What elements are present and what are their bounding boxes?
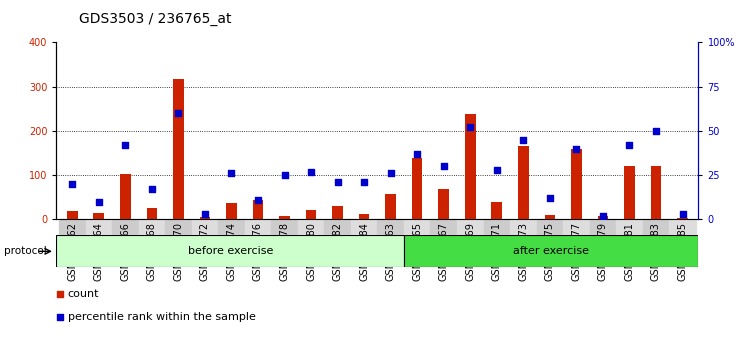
Bar	[491, 202, 502, 219]
Bar	[404, 235, 698, 267]
Bar	[465, 114, 475, 219]
Bar	[351, 219, 377, 251]
Point	[677, 211, 689, 217]
Bar	[146, 208, 157, 219]
Bar	[544, 215, 555, 219]
Text: count: count	[68, 289, 99, 298]
Bar	[571, 149, 582, 219]
Bar	[192, 219, 219, 251]
Bar	[306, 210, 316, 219]
Bar	[112, 219, 139, 251]
Point	[225, 171, 237, 176]
Bar	[279, 216, 290, 219]
Bar	[385, 194, 396, 219]
Bar	[252, 200, 264, 219]
Bar	[484, 219, 510, 251]
Bar	[624, 166, 635, 219]
Bar	[650, 166, 662, 219]
Bar	[120, 174, 131, 219]
Point	[358, 179, 370, 185]
Point	[279, 172, 291, 178]
Bar	[226, 202, 237, 219]
Point	[490, 167, 502, 173]
Bar	[510, 219, 536, 251]
Bar	[59, 219, 86, 251]
Bar	[67, 211, 77, 219]
Bar	[139, 219, 165, 251]
Bar	[324, 219, 351, 251]
Point	[544, 195, 556, 201]
Point	[93, 199, 105, 205]
Bar	[377, 219, 404, 251]
Point	[66, 181, 78, 187]
Bar	[271, 219, 298, 251]
Bar	[598, 216, 608, 219]
Point	[332, 179, 344, 185]
Text: protocol: protocol	[4, 246, 47, 256]
Bar	[677, 218, 688, 219]
Bar	[518, 147, 529, 219]
Point	[199, 211, 211, 217]
Text: after exercise: after exercise	[513, 246, 590, 256]
Bar	[173, 79, 184, 219]
Bar	[457, 219, 484, 251]
Bar	[298, 219, 324, 251]
Point	[305, 169, 317, 175]
Bar	[359, 214, 369, 219]
Point	[623, 142, 635, 148]
Point	[411, 151, 423, 157]
Bar	[93, 213, 104, 219]
Bar	[219, 219, 245, 251]
Bar	[200, 217, 210, 219]
Bar	[245, 219, 271, 251]
Bar	[332, 206, 343, 219]
Point	[53, 314, 65, 320]
Point	[53, 291, 65, 296]
Bar	[669, 219, 695, 251]
Text: before exercise: before exercise	[188, 246, 273, 256]
Bar	[643, 219, 669, 251]
Point	[252, 197, 264, 203]
Bar	[563, 219, 590, 251]
Bar	[439, 188, 449, 219]
Point	[517, 137, 529, 143]
Bar	[616, 219, 643, 251]
Bar	[536, 219, 563, 251]
Bar	[86, 219, 112, 251]
Bar	[56, 235, 404, 267]
Bar	[412, 158, 423, 219]
Point	[173, 110, 185, 116]
Bar	[430, 219, 457, 251]
Bar	[404, 219, 430, 251]
Point	[464, 125, 476, 130]
Point	[385, 171, 397, 176]
Point	[570, 146, 582, 152]
Point	[146, 187, 158, 192]
Point	[119, 142, 131, 148]
Text: GDS3503 / 236765_at: GDS3503 / 236765_at	[79, 12, 231, 27]
Bar	[165, 219, 192, 251]
Text: percentile rank within the sample: percentile rank within the sample	[68, 312, 255, 322]
Point	[650, 128, 662, 134]
Bar	[590, 219, 616, 251]
Point	[438, 164, 450, 169]
Point	[597, 213, 609, 219]
